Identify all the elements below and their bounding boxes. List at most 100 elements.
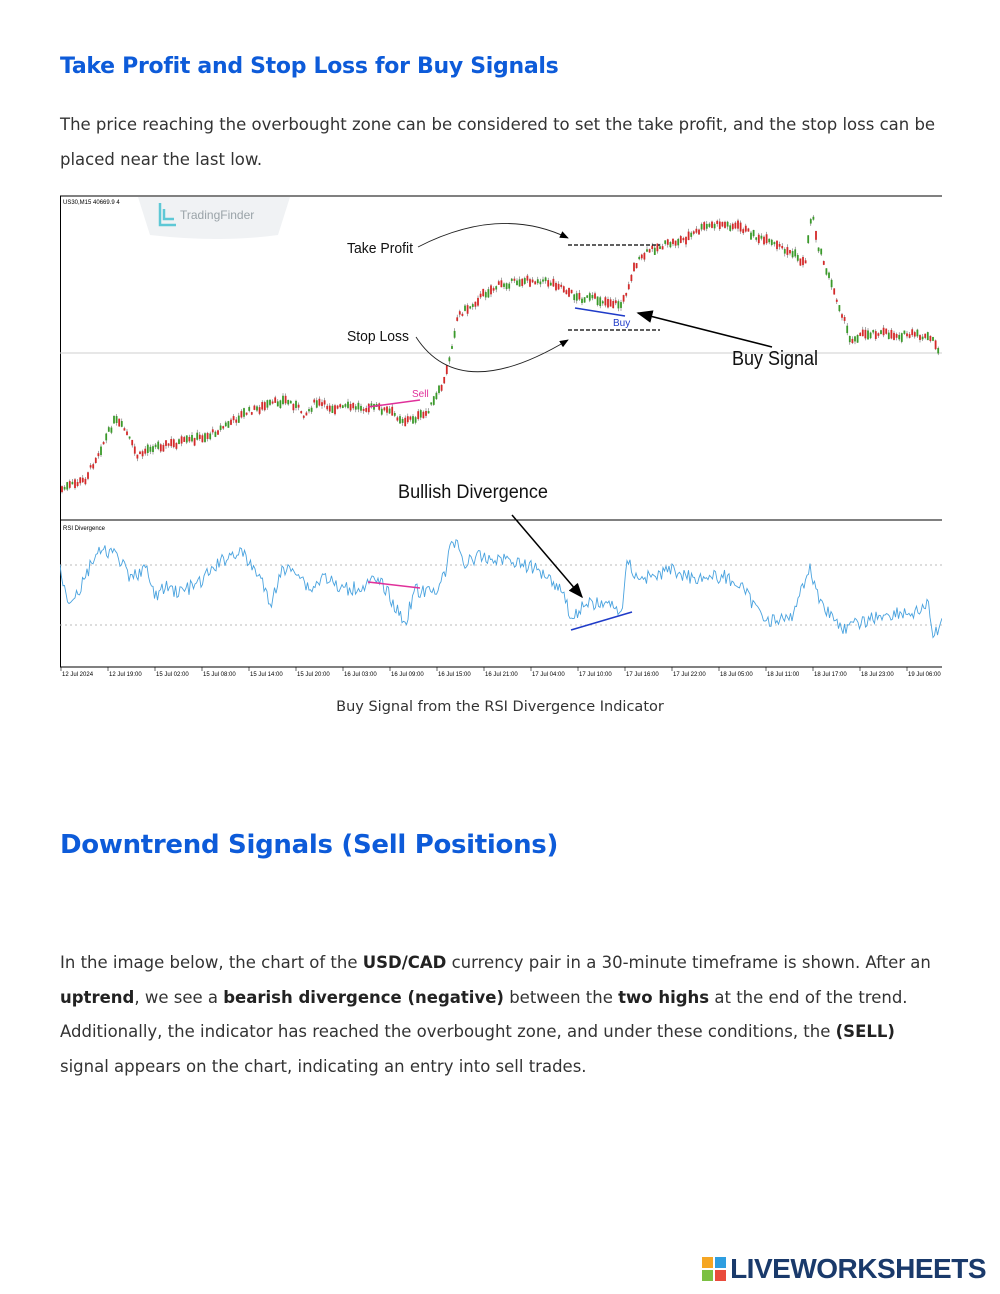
candle-body (549, 282, 552, 286)
candle-body (835, 299, 838, 302)
candle-body (191, 434, 193, 442)
candle-body (175, 442, 178, 449)
candle-body (742, 229, 745, 234)
time-label: 18 Jul 17:00 (814, 672, 847, 678)
candle-body (604, 297, 607, 306)
candle-body (120, 421, 123, 427)
candle-body (230, 419, 232, 425)
candle-body (357, 402, 360, 410)
candle-body (323, 400, 326, 405)
candle-body (804, 260, 807, 264)
candle-body (451, 346, 453, 349)
candle-body (747, 228, 750, 232)
candle-body (477, 297, 479, 306)
candle-body (162, 444, 165, 452)
candle-body (344, 404, 347, 407)
candle-body (937, 347, 940, 354)
candle-body (568, 287, 570, 297)
candle-body (666, 239, 669, 245)
candle-body (786, 247, 789, 255)
candle-body (89, 465, 92, 468)
candle-body (531, 279, 534, 283)
candle-body (848, 335, 851, 343)
candle-body (763, 236, 765, 245)
candle-body (661, 246, 664, 250)
candle-body (497, 281, 500, 285)
candle-body (271, 401, 274, 404)
candle-body (146, 444, 149, 453)
candle-body (144, 448, 147, 454)
candle-body (783, 249, 786, 254)
candle-body (542, 279, 544, 282)
candle-body (347, 401, 349, 408)
candle-body (240, 411, 243, 418)
candle-body (630, 274, 633, 281)
candle-body (97, 453, 100, 457)
liveworksheets-logo-text: LIVEWORKSHEETS (730, 1253, 986, 1284)
candle-body (445, 365, 448, 374)
candle-body (404, 417, 407, 427)
candle-body (934, 340, 937, 350)
candle-body (703, 222, 706, 230)
candle-body (245, 412, 248, 415)
candle-body (843, 317, 846, 321)
candle-body (87, 472, 89, 479)
candle-body (396, 417, 399, 421)
liveworksheets-logo[interactable]: LIVEWORKSHEETS (702, 1252, 986, 1286)
candle-body (180, 436, 183, 444)
time-label: 15 Jul 20:00 (297, 672, 330, 678)
candle-body (453, 330, 456, 338)
candle-body (796, 255, 799, 261)
time-label: 18 Jul 05:00 (720, 672, 753, 678)
candle-body (591, 294, 594, 299)
candle-body (887, 332, 890, 340)
candle-body (367, 403, 370, 413)
candle-body (435, 392, 438, 400)
candle-body (469, 306, 472, 309)
candle-body (206, 432, 209, 439)
candle-body (432, 396, 435, 405)
candle-body (861, 329, 864, 337)
candle-body (305, 412, 308, 416)
candle-body (360, 405, 362, 411)
candle-body (825, 268, 828, 275)
candle-body (464, 305, 466, 311)
candle-body (258, 407, 261, 414)
rsi-indicator-label: RSI Divergence (63, 526, 106, 532)
candle-body (599, 297, 602, 307)
candle-body (674, 240, 677, 246)
candle-body (700, 224, 703, 230)
figure-caption: Buy Signal from the RSI Divergence Indic… (336, 699, 664, 715)
candle-body (159, 444, 162, 452)
candle-body (414, 417, 417, 423)
candle-body (560, 284, 563, 287)
candle-body (68, 481, 71, 488)
candle-body (133, 446, 136, 454)
tradingfinder-watermark: TradingFinder (138, 197, 290, 239)
candle-body (336, 405, 339, 409)
candle-body (539, 281, 542, 285)
candle-body (300, 411, 303, 414)
candle-body (471, 304, 474, 307)
candle-body (633, 262, 635, 272)
candle-body (201, 435, 204, 443)
candle-body (573, 294, 576, 301)
candle-body (752, 229, 755, 237)
candle-body (107, 427, 110, 432)
candle-body (118, 418, 121, 427)
candle-body (830, 279, 833, 288)
candle-body (718, 221, 721, 229)
candle-body (809, 219, 812, 224)
candle-body (100, 446, 102, 456)
candle-body (612, 301, 615, 309)
candle-body (393, 412, 396, 416)
candle-body (625, 292, 628, 296)
candle-body (841, 314, 843, 318)
candle-body (461, 313, 464, 316)
candle-body (614, 300, 617, 304)
candle-body (456, 317, 459, 321)
candle-body (308, 409, 310, 412)
candle-body (443, 376, 446, 384)
candle-body (349, 404, 352, 411)
candle-body (575, 293, 578, 301)
